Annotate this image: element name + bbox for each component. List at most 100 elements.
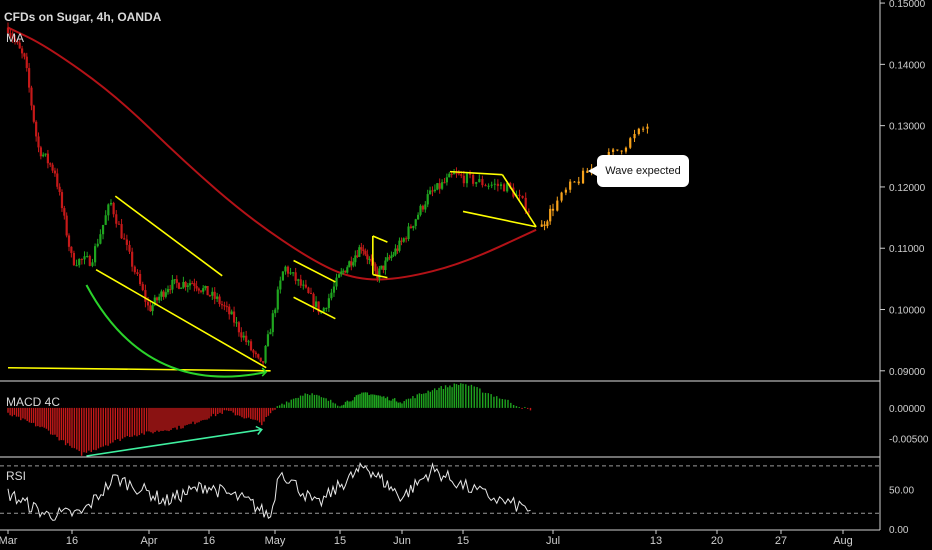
macd-bar [498, 398, 501, 408]
candle-body [540, 224, 543, 227]
macd-bar [383, 396, 385, 408]
candle [436, 182, 439, 191]
candle-body [551, 208, 555, 211]
macd-bar [363, 392, 365, 408]
candle-body [49, 163, 52, 165]
candle-body [581, 170, 585, 184]
candle-body [6, 27, 10, 34]
candle-body [546, 221, 549, 227]
candle-body [481, 179, 484, 186]
candle-body [409, 226, 413, 229]
price-tick-label: 0.13000 [889, 122, 926, 133]
candle-body [162, 291, 165, 297]
macd-bar [386, 396, 389, 408]
macd-bar [288, 402, 290, 408]
candle [322, 306, 325, 312]
candle [356, 249, 359, 259]
macd-bar [141, 407, 143, 434]
candle-body [629, 138, 632, 148]
candle-body [362, 249, 365, 251]
candle [171, 274, 174, 294]
macd-bar [313, 394, 316, 408]
candle-body [360, 247, 363, 250]
projection-candle [549, 205, 552, 225]
candle-body [247, 341, 250, 343]
candle-body [407, 226, 410, 240]
macd-bar [395, 401, 398, 408]
macd-bar [143, 407, 145, 435]
macd-bar [484, 392, 487, 408]
projection-candle [581, 167, 585, 184]
candle [337, 273, 341, 278]
candle-body [506, 183, 509, 192]
candle-body [193, 283, 196, 286]
candle [123, 233, 126, 240]
candle-body [223, 305, 226, 307]
candle [186, 282, 189, 293]
candle [340, 267, 343, 277]
macd-bar [152, 407, 154, 434]
macd-bar [204, 407, 206, 420]
candle [99, 229, 102, 245]
candle [307, 286, 310, 294]
macd-indicator-label[interactable]: MACD 4C [6, 395, 61, 409]
candle [160, 289, 163, 301]
candle [335, 273, 338, 290]
macd-bar [429, 391, 432, 408]
candle [149, 301, 152, 312]
macd-bar [342, 404, 345, 408]
candle [327, 293, 330, 312]
macd-bar [465, 384, 467, 408]
candle-body [586, 170, 589, 173]
candle [235, 317, 238, 327]
candle [37, 132, 40, 153]
candle-body [433, 189, 436, 192]
candle-body [509, 183, 512, 188]
divergence-arrowhead [255, 425, 263, 435]
candle [348, 260, 351, 268]
candle-body [166, 289, 170, 293]
macd-bar [442, 388, 445, 408]
candle-body [136, 272, 139, 274]
candle-body [32, 105, 35, 122]
candle-body [646, 126, 649, 129]
candle-body [191, 283, 194, 285]
macd-bar [332, 402, 334, 408]
candle-body [419, 205, 422, 215]
macd-bar [440, 386, 442, 408]
candle [25, 52, 28, 72]
macd-bar [272, 407, 274, 411]
candle-body [184, 282, 187, 287]
candle [11, 31, 14, 43]
candle-body [91, 262, 94, 266]
macd-bar [276, 406, 279, 408]
candle-body [175, 279, 178, 283]
candle-body [20, 48, 24, 54]
projection-candle [624, 146, 628, 154]
macd-bar [346, 400, 348, 408]
macd-bar [109, 407, 112, 444]
macd-bar [60, 407, 63, 441]
candle [398, 237, 401, 253]
ma-indicator-label[interactable]: MA [6, 31, 24, 45]
macd-bar [353, 397, 356, 408]
candle-body [392, 254, 395, 256]
macd-bar [368, 395, 370, 408]
candle [53, 167, 57, 177]
candle-body [269, 332, 272, 335]
rsi-indicator-label[interactable]: RSI [6, 469, 27, 483]
time-axis[interactable]: Mar 16 Apr 16 May 15 Jun 15 Jul 13 20 27 Aug [0, 530, 853, 547]
candle-body [60, 192, 64, 209]
candle-body [264, 345, 267, 363]
macd-bar [15, 407, 18, 417]
candle [358, 244, 361, 258]
candle [417, 212, 420, 220]
pane-separators [0, 0, 881, 531]
macd-bar [138, 407, 141, 436]
macd-bar [299, 395, 302, 408]
price-tick-label: 0.11000 [889, 244, 925, 255]
macd-bar [451, 387, 453, 408]
trendline [372, 235, 388, 243]
price-axis[interactable]: 0.15000 0.14000 0.13000 0.12000 0.11000 0.100… [880, 0, 929, 536]
candle [195, 280, 198, 292]
